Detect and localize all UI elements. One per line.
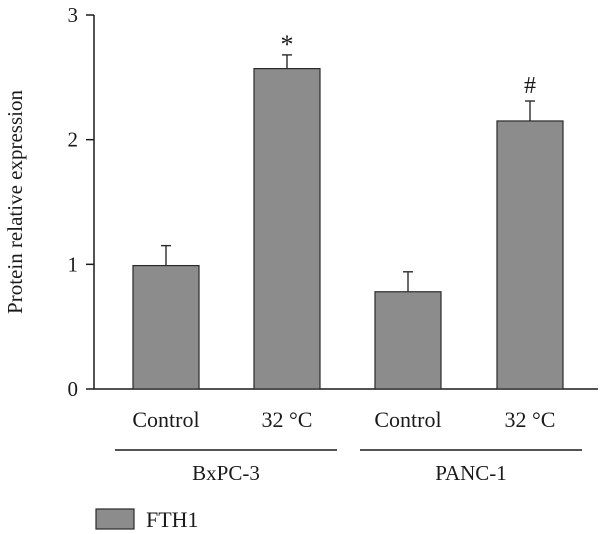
y-tick-label: 0 (68, 377, 79, 401)
bar (132, 264, 200, 390)
x-tick-label: Control (374, 407, 441, 432)
y-ticks: 0 1 2 3 (68, 3, 94, 401)
x-tick-label: 32 °C (505, 407, 556, 432)
x-tick-label: Control (132, 407, 199, 432)
x-tick-label: 32 °C (262, 407, 313, 432)
y-tick-label: 3 (68, 3, 79, 27)
y-tick-label: 2 (68, 128, 79, 152)
bar (253, 68, 321, 390)
legend: FTH1 (95, 507, 199, 532)
bar (374, 291, 442, 390)
group-label: PANC-1 (435, 461, 507, 485)
legend-label: FTH1 (146, 507, 199, 532)
y-tick-label: 1 (68, 252, 79, 276)
x-tick-labels: Control 32 °C Control 32 °C (132, 407, 555, 432)
group-label: BxPC-3 (192, 461, 260, 485)
bars (132, 68, 564, 390)
error-bars (161, 54, 535, 292)
y-axis-label: Protein relative expression (3, 90, 27, 314)
significance-marker: # (524, 73, 536, 99)
significance-marker: * (281, 30, 294, 59)
group-labels: BxPC-3 PANC-1 (115, 449, 582, 485)
significance-annotations: *# (281, 30, 537, 99)
bar (496, 120, 564, 390)
legend-swatch (95, 508, 135, 530)
